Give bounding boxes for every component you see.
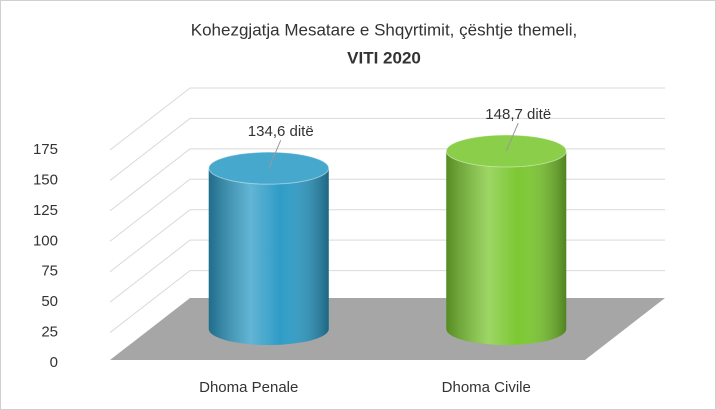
y-tick-label: 175 [33,141,58,158]
x-tick-label: Dhoma Penale [199,379,298,396]
y-tick-label: 0 [50,354,58,371]
floor [110,298,665,360]
bar-shade [446,151,567,345]
grid-line [109,87,665,151]
grid-line [109,117,665,181]
y-tick-label: 50 [41,293,58,310]
chart-title: Kohezgjatja Mesatare e Shqyrtimit, çësht… [191,20,577,39]
data-label: 148,7 ditë [485,106,551,123]
y-tick-label: 75 [41,263,58,280]
y-tick-label: 25 [41,324,58,341]
y-tick-label: 150 [33,171,58,188]
chart-subtitle: VITI 2020 [347,48,421,67]
leader-line [505,122,519,152]
data-label: 134,6 ditë [248,123,314,140]
leader-line [268,139,282,169]
y-tick-label: 125 [33,202,58,219]
y-tick-label: 100 [33,232,58,249]
bar-shade [208,168,329,345]
x-tick-label: Dhoma Civile [442,379,531,396]
